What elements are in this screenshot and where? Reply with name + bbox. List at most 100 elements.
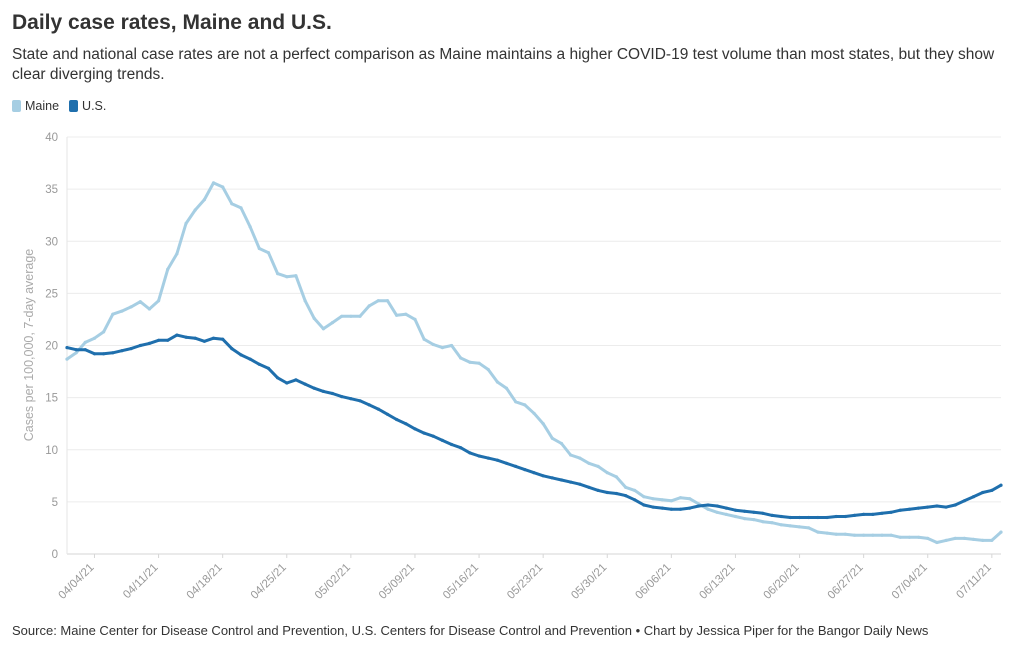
- data-point: [257, 362, 261, 366]
- data-point: [706, 503, 710, 507]
- data-point: [413, 317, 417, 321]
- data-point: [523, 468, 527, 472]
- data-point: [871, 512, 875, 517]
- data-point: [651, 505, 655, 509]
- data-point: [413, 427, 417, 431]
- data-point: [138, 343, 142, 348]
- data-point: [312, 386, 316, 390]
- data-point: [358, 399, 362, 403]
- data-point: [376, 407, 380, 411]
- x-tick-label: 05/30/21: [569, 562, 609, 602]
- legend-item-maine[interactable]: Maine: [12, 99, 59, 113]
- data-point: [376, 299, 380, 303]
- data-point: [697, 504, 701, 508]
- data-point: [816, 515, 820, 520]
- data-point: [898, 535, 902, 539]
- data-point: [221, 337, 225, 341]
- data-point: [83, 340, 87, 344]
- y-tick-label: 5: [52, 497, 58, 509]
- data-point: [147, 307, 151, 311]
- data-point: [752, 510, 756, 514]
- data-point: [807, 515, 811, 520]
- data-point: [202, 198, 206, 202]
- gridlines: [66, 136, 1001, 555]
- data-point: [230, 347, 234, 351]
- data-point: [129, 305, 133, 309]
- data-point: [459, 356, 463, 360]
- data-point: [907, 535, 912, 539]
- y-tick-label: 15: [45, 393, 58, 405]
- x-tick-label: 07/11/21: [954, 562, 994, 602]
- data-point: [495, 380, 499, 384]
- data-point: [266, 251, 271, 255]
- legend-item-us[interactable]: U.S.: [69, 99, 106, 113]
- data-point: [898, 508, 902, 512]
- data-point: [385, 412, 390, 416]
- data-point: [825, 531, 829, 535]
- data-point: [111, 312, 115, 316]
- data-point: [450, 343, 454, 348]
- data-point: [202, 339, 206, 343]
- data-point: [294, 274, 298, 278]
- data-point: [138, 300, 142, 304]
- data-point: [266, 366, 271, 370]
- data-point: [395, 313, 399, 317]
- data-point: [889, 533, 893, 537]
- data-point: [761, 520, 765, 524]
- data-point: [257, 246, 261, 251]
- data-point: [715, 510, 719, 514]
- data-point: [157, 299, 161, 303]
- data-point: [102, 330, 106, 334]
- data-point: [221, 185, 225, 189]
- data-point: [788, 515, 793, 520]
- data-point: [660, 498, 664, 502]
- data-point: [248, 225, 252, 229]
- data-point: [688, 497, 692, 501]
- data-point: [276, 376, 280, 380]
- data-point: [981, 538, 985, 543]
- y-tick-label: 0: [52, 549, 58, 561]
- data-point: [779, 523, 783, 527]
- data-point: [65, 346, 69, 350]
- data-point: [184, 335, 188, 339]
- data-point: [907, 507, 912, 511]
- data-point: [303, 382, 307, 386]
- data-point: [102, 352, 106, 356]
- data-point: [587, 461, 591, 465]
- series-points-us: [65, 333, 1003, 520]
- data-point: [321, 389, 325, 393]
- data-point: [953, 536, 957, 541]
- y-axis-ticks: 0 5 10 15 20 25 30 35 40: [45, 132, 58, 561]
- data-point: [166, 267, 170, 271]
- x-tick-label: 05/16/21: [441, 562, 481, 602]
- data-point: [944, 538, 948, 543]
- data-point: [440, 346, 444, 350]
- data-point: [340, 314, 344, 318]
- data-point: [367, 403, 371, 407]
- data-point: [733, 514, 738, 519]
- data-point: [459, 446, 463, 450]
- data-point: [477, 454, 481, 458]
- data-point: [92, 352, 97, 356]
- data-point: [211, 336, 216, 340]
- data-point: [669, 507, 674, 511]
- data-point: [74, 348, 78, 352]
- data-point: [962, 536, 967, 541]
- data-point: [211, 181, 216, 185]
- data-point: [944, 505, 948, 509]
- data-point: [65, 357, 69, 361]
- data-point: [514, 464, 518, 468]
- data-point: [926, 536, 930, 541]
- data-point: [614, 491, 619, 496]
- data-point: [871, 533, 875, 537]
- data-point: [285, 381, 289, 385]
- data-point: [532, 411, 536, 415]
- data-point: [605, 471, 609, 475]
- data-point: [724, 506, 728, 510]
- data-point: [358, 314, 362, 318]
- data-point: [120, 309, 124, 313]
- data-point: [340, 395, 344, 399]
- data-point: [504, 461, 509, 465]
- data-point: [514, 400, 518, 404]
